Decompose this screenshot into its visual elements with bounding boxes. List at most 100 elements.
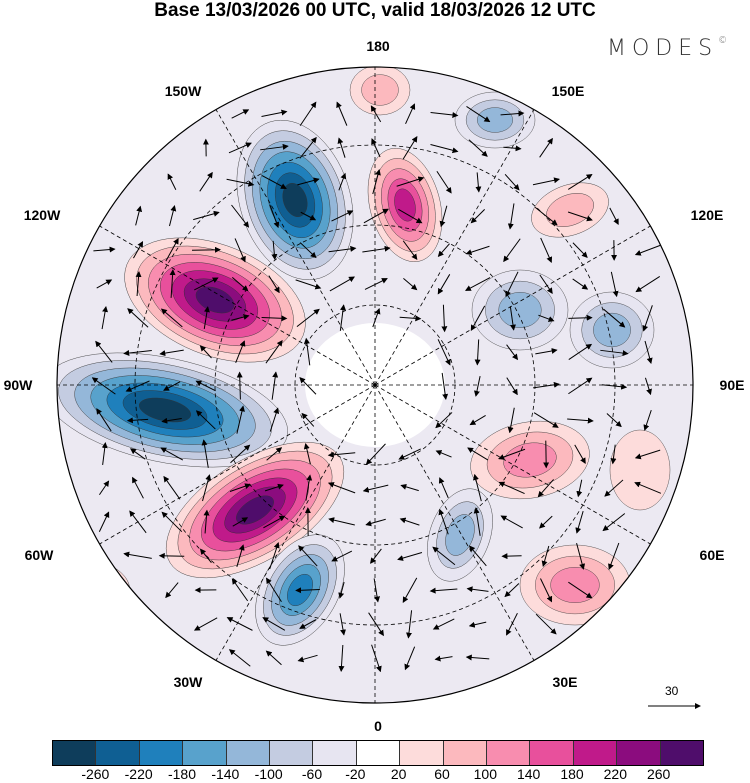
wind-arrow bbox=[163, 381, 181, 391]
wind-vectors bbox=[91, 101, 662, 673]
colorbar-swatch bbox=[183, 741, 227, 765]
wind-arrow bbox=[470, 209, 486, 224]
wind-arrow bbox=[470, 305, 486, 332]
wind-arrow bbox=[539, 274, 553, 294]
wind-arrow bbox=[305, 474, 313, 501]
wind-arrow bbox=[567, 174, 593, 190]
wind-arrow bbox=[260, 143, 289, 151]
wind-arrow bbox=[467, 447, 489, 461]
wind-arrow bbox=[236, 371, 243, 400]
colorbar-tick-label: -220 bbox=[124, 766, 153, 782]
colorbar-tick-label: 140 bbox=[516, 766, 541, 782]
wind-arrow bbox=[160, 308, 183, 328]
wind-arrow bbox=[135, 205, 143, 226]
lon-label-0: 0 bbox=[374, 718, 382, 734]
wind-arrow bbox=[132, 476, 144, 499]
wind-arrow bbox=[301, 412, 315, 427]
wind-arrow bbox=[539, 137, 553, 158]
wind-arrow bbox=[575, 511, 584, 534]
wind-arrow bbox=[232, 517, 249, 527]
wind-arrow bbox=[506, 612, 518, 636]
wind-scale-label: 30 bbox=[665, 684, 679, 698]
wind-arrow bbox=[507, 203, 515, 230]
wind-arrow bbox=[234, 238, 246, 263]
wind-arrow bbox=[295, 279, 322, 290]
wind-arrow bbox=[193, 210, 220, 221]
positive-anomaly-contour bbox=[236, 495, 274, 525]
meridian-line bbox=[209, 99, 376, 386]
wind-arrow bbox=[430, 143, 459, 154]
wind-arrow bbox=[199, 548, 212, 564]
wind-arrow bbox=[228, 142, 252, 154]
lon-label-150e: 150E bbox=[551, 83, 585, 99]
wind-arrow bbox=[168, 205, 177, 227]
wind-arrow bbox=[537, 479, 554, 498]
colorbar-tick-label: 60 bbox=[434, 766, 450, 782]
wind-arrow bbox=[634, 244, 661, 256]
wind-arrow bbox=[231, 277, 249, 292]
wind-arrow bbox=[127, 308, 149, 328]
wind-arrow bbox=[437, 243, 450, 258]
colorbar-tick-label: -260 bbox=[81, 766, 110, 782]
wind-arrow bbox=[299, 101, 317, 126]
colorbar-swatch bbox=[53, 741, 97, 765]
wind-arrow bbox=[500, 110, 525, 117]
wind-arrow bbox=[271, 240, 278, 261]
wind-arrow bbox=[265, 339, 283, 364]
wind-arrow bbox=[372, 169, 381, 195]
wind-arrow bbox=[396, 176, 425, 187]
wind-arrow bbox=[96, 279, 113, 289]
wind-arrow bbox=[328, 245, 357, 253]
wind-arrow bbox=[228, 649, 251, 667]
wind-arrow bbox=[331, 550, 353, 562]
wind-arrow bbox=[165, 582, 179, 599]
colorbar-swatch bbox=[313, 741, 357, 765]
wind-arrow bbox=[644, 377, 652, 396]
positive-anomaly-contour bbox=[609, 429, 671, 511]
wind-arrow bbox=[264, 483, 284, 492]
wind-arrow bbox=[567, 417, 594, 424]
wind-arrow bbox=[466, 106, 491, 123]
wind-arrow bbox=[600, 349, 629, 357]
wind-arrow bbox=[269, 542, 280, 570]
wind-arrow bbox=[261, 315, 288, 322]
colorbar-swatch bbox=[226, 741, 271, 765]
colorbar-swatch bbox=[443, 741, 488, 765]
wind-arrow bbox=[568, 581, 593, 599]
wind-arrow bbox=[362, 245, 391, 253]
wind-arrow bbox=[328, 517, 355, 526]
wind-arrow bbox=[297, 177, 320, 186]
negative-anomaly-contour bbox=[282, 182, 308, 218]
positive-anomaly-contour bbox=[394, 188, 416, 222]
wind-arrow bbox=[438, 477, 449, 499]
wind-arrow bbox=[397, 552, 423, 561]
meridian-line bbox=[374, 99, 541, 386]
wind-arrow bbox=[299, 242, 317, 259]
wind-arrow bbox=[404, 646, 416, 671]
wind-arrow bbox=[161, 417, 182, 424]
wind-arrow bbox=[399, 517, 420, 526]
wind-arrow bbox=[642, 305, 653, 332]
wind-arrow bbox=[503, 238, 521, 263]
wind-arrow bbox=[231, 314, 250, 321]
wind-arrow bbox=[399, 315, 422, 322]
wind-arrow bbox=[123, 349, 152, 356]
wind-arrow bbox=[194, 277, 219, 291]
wind-arrow bbox=[167, 173, 177, 191]
positive-anomaly-contour bbox=[546, 193, 594, 227]
colorbar-tick-label: -140 bbox=[211, 766, 240, 782]
wind-arrow bbox=[265, 650, 282, 666]
wind-arrow bbox=[533, 412, 559, 428]
wind-arrow bbox=[634, 481, 662, 494]
wind-arrow bbox=[435, 450, 452, 458]
colorbar-swatch bbox=[139, 741, 184, 765]
wind-arrow bbox=[568, 343, 593, 360]
colorbar-swatch bbox=[617, 741, 661, 765]
wind-arrow bbox=[364, 278, 388, 290]
wind-arrow bbox=[271, 371, 279, 400]
colorbar-swatch bbox=[530, 741, 574, 765]
wind-arrow bbox=[261, 175, 287, 189]
wind-arrow bbox=[371, 644, 382, 673]
wind-arrow bbox=[504, 583, 520, 598]
wind-arrow bbox=[572, 278, 589, 290]
